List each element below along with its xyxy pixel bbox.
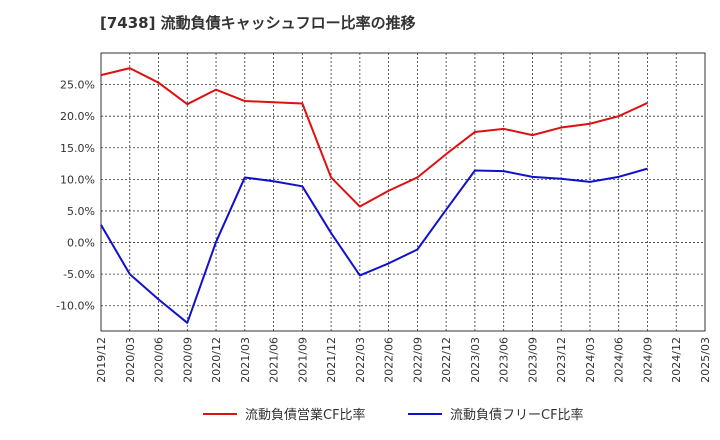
x-tick-label: 2020/12 <box>210 337 223 383</box>
y-tick-label: -5.0% <box>63 268 95 281</box>
y-tick-label: 0.0% <box>67 237 95 250</box>
series-line-1 <box>100 67 648 208</box>
x-tick-label: 2022/03 <box>354 337 367 383</box>
x-tick-label: 2024/03 <box>584 337 597 383</box>
x-tick-label: 2020/06 <box>153 337 166 383</box>
legend-label-2: 流動負債フリーCF比率 <box>450 407 584 423</box>
x-tick-label: 2020/09 <box>181 337 194 383</box>
x-tick-label: 2021/12 <box>325 337 338 383</box>
legend: 流動負債営業CF比率 流動負債フリーCF比率 <box>203 407 584 423</box>
x-tick-label: 2024/06 <box>613 337 626 383</box>
x-tick-label: 2024/12 <box>670 337 683 383</box>
y-tick-label: 10.0% <box>60 173 95 186</box>
x-tick-label: 2024/09 <box>641 337 654 383</box>
y-axis: -10.0% -5.0% 0.0% 5.0% 10.0% 15.0% 20.0% 25.0% <box>56 79 95 313</box>
y-tick-label: 5.0% <box>67 205 95 218</box>
y-tick-label: 20.0% <box>60 110 95 123</box>
x-tick-label: 2023/03 <box>469 337 482 383</box>
series-lines <box>100 67 648 324</box>
y-tick-label: 15.0% <box>60 142 95 155</box>
x-tick-label: 2022/12 <box>440 337 453 383</box>
series-line-2 <box>100 167 648 324</box>
x-tick-label: 2021/06 <box>268 337 281 383</box>
x-tick-label: 2021/03 <box>239 337 252 383</box>
x-tick-label: 2025/03 <box>699 337 712 383</box>
x-tick-label: 2022/06 <box>383 337 396 383</box>
plot-frame <box>100 52 706 332</box>
legend-label-1: 流動負債営業CF比率 <box>245 407 366 423</box>
x-tick-label: 2022/09 <box>411 337 424 383</box>
x-tick-label: 2023/12 <box>555 337 568 383</box>
x-tick-label: 2019/12 <box>95 337 108 383</box>
x-tick-label: 2020/03 <box>124 337 137 383</box>
y-tick-label: -10.0% <box>56 300 95 313</box>
x-tick-label: 2023/06 <box>498 337 511 383</box>
x-tick-label: 2021/09 <box>296 337 309 383</box>
x-tick-label: 2023/09 <box>526 337 539 383</box>
y-tick-label: 25.0% <box>60 79 95 92</box>
chart-title: [7438] 流動負債キャッシュフロー比率の推移 <box>100 14 416 32</box>
grid <box>100 53 706 331</box>
x-axis: 2019/12 2020/03 2020/06 2020/09 2020/12 2021/… <box>95 337 712 383</box>
